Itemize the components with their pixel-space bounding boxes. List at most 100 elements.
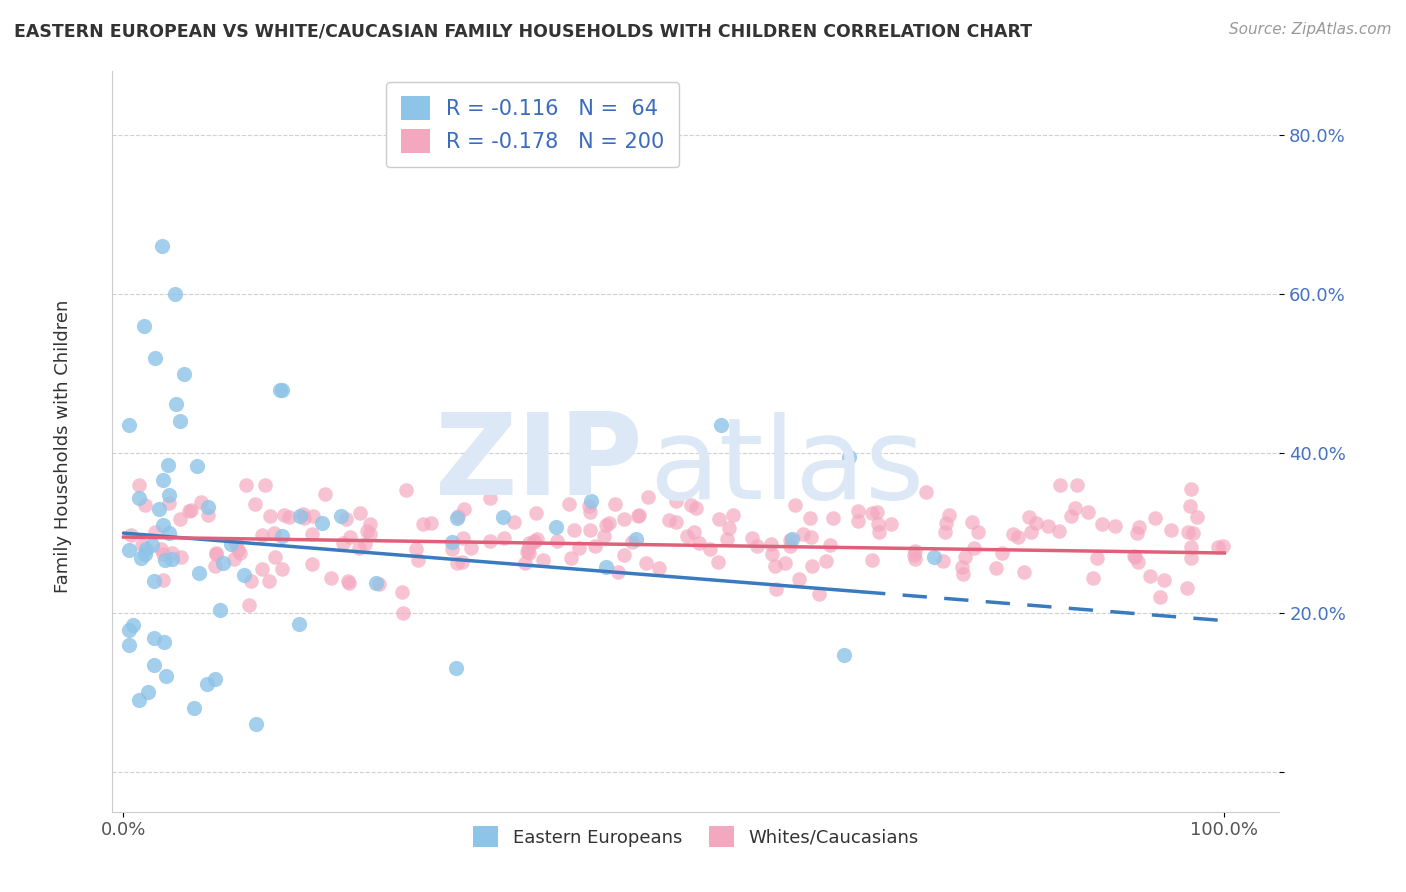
Point bbox=[1180, 483, 1202, 497]
Point bbox=[1153, 573, 1175, 587]
Point bbox=[263, 526, 285, 541]
Point bbox=[204, 672, 226, 686]
Point bbox=[173, 367, 195, 381]
Point bbox=[446, 511, 468, 525]
Point bbox=[605, 498, 627, 512]
Point bbox=[1139, 569, 1161, 583]
Point bbox=[683, 525, 706, 540]
Point bbox=[799, 511, 821, 525]
Point bbox=[598, 516, 620, 530]
Point bbox=[938, 508, 960, 523]
Point bbox=[834, 648, 856, 662]
Point bbox=[229, 546, 252, 560]
Point bbox=[321, 571, 343, 585]
Text: Source: ZipAtlas.com: Source: ZipAtlas.com bbox=[1229, 22, 1392, 37]
Point bbox=[245, 717, 267, 731]
Point bbox=[628, 508, 651, 522]
Point bbox=[846, 514, 869, 528]
Point bbox=[932, 554, 955, 568]
Point bbox=[212, 556, 235, 570]
Point bbox=[868, 516, 890, 531]
Point bbox=[238, 599, 260, 613]
Point bbox=[391, 606, 413, 620]
Point bbox=[408, 553, 430, 567]
Point bbox=[460, 541, 482, 555]
Point bbox=[143, 632, 166, 646]
Point bbox=[904, 544, 927, 558]
Point bbox=[291, 507, 314, 521]
Point bbox=[1177, 525, 1199, 540]
Point bbox=[197, 508, 219, 522]
Point bbox=[1212, 539, 1234, 553]
Point bbox=[245, 497, 267, 511]
Point bbox=[302, 508, 325, 523]
Point bbox=[578, 499, 600, 513]
Point bbox=[269, 383, 291, 397]
Point bbox=[1025, 516, 1047, 530]
Point bbox=[1083, 571, 1105, 585]
Point bbox=[531, 552, 554, 566]
Point bbox=[513, 556, 536, 570]
Point bbox=[626, 533, 648, 547]
Point bbox=[135, 541, 157, 556]
Point bbox=[685, 500, 707, 515]
Point bbox=[259, 508, 281, 523]
Point bbox=[688, 535, 710, 549]
Point bbox=[716, 533, 738, 547]
Point bbox=[581, 494, 603, 508]
Point bbox=[205, 547, 228, 561]
Point bbox=[311, 516, 333, 531]
Point bbox=[962, 541, 984, 555]
Point bbox=[516, 545, 538, 559]
Point bbox=[1206, 541, 1229, 555]
Point bbox=[356, 524, 378, 538]
Point bbox=[391, 585, 413, 599]
Point bbox=[524, 506, 547, 520]
Point bbox=[679, 498, 702, 512]
Point bbox=[169, 512, 191, 526]
Point bbox=[160, 545, 183, 559]
Point bbox=[155, 669, 177, 683]
Point bbox=[118, 624, 141, 638]
Point bbox=[1175, 581, 1198, 595]
Point bbox=[330, 508, 353, 523]
Point bbox=[240, 574, 263, 589]
Point bbox=[1012, 565, 1035, 579]
Point bbox=[347, 541, 370, 556]
Point bbox=[446, 556, 468, 570]
Point bbox=[152, 573, 174, 587]
Point bbox=[197, 500, 219, 515]
Point bbox=[405, 541, 427, 556]
Point bbox=[290, 508, 312, 523]
Point bbox=[1180, 551, 1202, 566]
Point bbox=[966, 524, 988, 539]
Point bbox=[122, 618, 145, 632]
Point bbox=[128, 693, 150, 707]
Point bbox=[560, 551, 582, 566]
Point bbox=[128, 478, 150, 492]
Point bbox=[1002, 526, 1025, 541]
Point bbox=[153, 552, 176, 566]
Point bbox=[152, 548, 174, 562]
Point bbox=[517, 545, 540, 559]
Point bbox=[204, 546, 226, 560]
Point bbox=[134, 319, 156, 334]
Point bbox=[707, 555, 730, 569]
Point bbox=[860, 553, 883, 567]
Point bbox=[1036, 519, 1059, 533]
Point bbox=[546, 534, 568, 549]
Point bbox=[658, 513, 681, 527]
Point bbox=[118, 418, 141, 433]
Point bbox=[710, 417, 733, 432]
Point bbox=[292, 511, 315, 525]
Point bbox=[860, 506, 883, 520]
Point bbox=[523, 535, 546, 549]
Point bbox=[349, 506, 371, 520]
Point bbox=[440, 534, 463, 549]
Point bbox=[271, 529, 294, 543]
Point bbox=[337, 576, 360, 591]
Point bbox=[595, 518, 617, 533]
Point bbox=[332, 536, 354, 550]
Point bbox=[502, 515, 524, 529]
Point bbox=[253, 478, 276, 492]
